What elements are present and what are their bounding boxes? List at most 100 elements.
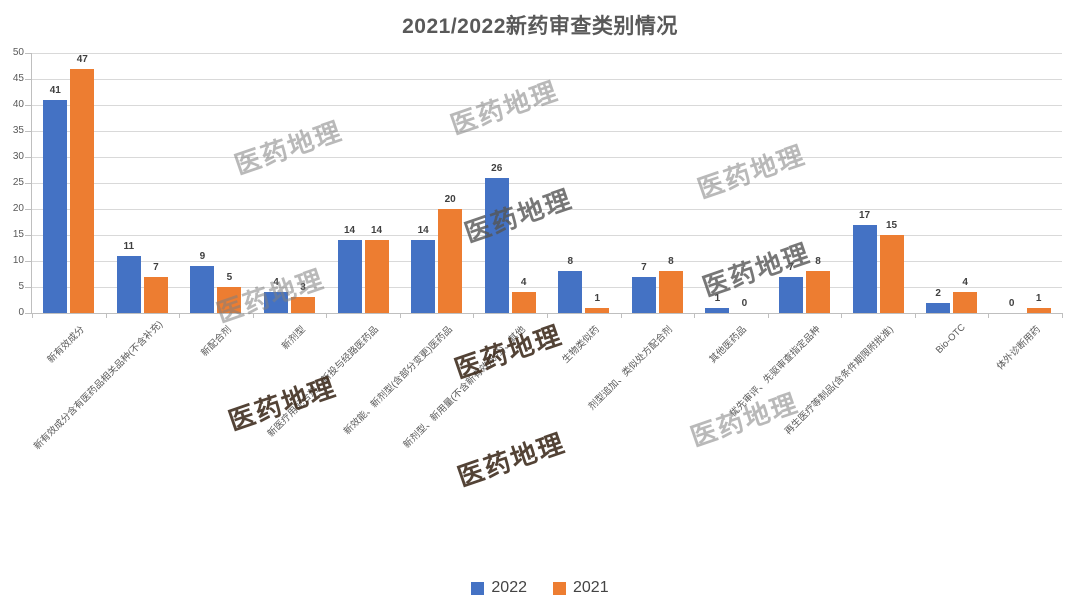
bar-2022 <box>116 255 141 313</box>
x-axis-category-label: 新剂型、新用量(不含新有效成分)、其他 <box>401 324 529 451</box>
bar-value-label: 0 <box>741 298 748 309</box>
x-axis-tick <box>326 313 327 318</box>
y-axis-label: 15 <box>12 229 24 240</box>
x-axis-tick <box>841 313 842 318</box>
y-axis-tick <box>25 313 32 314</box>
x-axis-tick <box>400 313 401 318</box>
legend-label: 2021 <box>573 579 609 596</box>
bar-2022 <box>484 177 509 313</box>
bar-value-label: 4 <box>962 277 968 289</box>
y-axis-label: 0 <box>18 307 24 318</box>
y-axis-label: 10 <box>12 255 24 266</box>
legend-item-2021: 2021 <box>553 579 609 597</box>
gridline <box>32 131 1062 132</box>
gridline <box>32 157 1062 158</box>
y-axis-tick <box>25 235 32 236</box>
x-axis-tick <box>621 313 622 318</box>
bar-2021 <box>217 287 242 313</box>
bar-2021 <box>291 297 315 313</box>
bar-2022 <box>926 302 951 313</box>
y-axis-label: 25 <box>12 177 24 188</box>
y-axis-label: 50 <box>12 47 24 58</box>
bar-2021 <box>364 240 389 313</box>
bar-value-label: 9 <box>199 251 206 263</box>
x-axis-category-label: 生物类似药 <box>560 324 602 366</box>
y-axis-tick <box>25 261 32 262</box>
bar-value-label: 7 <box>153 261 159 273</box>
chart-title: 2021/2022新药审查类别情况 <box>402 15 678 38</box>
bar-value-label: 7 <box>788 261 794 273</box>
x-axis-category-label: 体外诊断用药 <box>995 324 1044 373</box>
bar-value-label: 47 <box>76 53 88 65</box>
x-axis-tick <box>988 313 989 318</box>
gridline <box>32 79 1062 80</box>
x-axis-tick <box>253 313 254 318</box>
y-axis-tick <box>25 183 32 184</box>
bar-2021 <box>143 276 168 313</box>
bar-value-label: 3 <box>300 282 306 294</box>
bar-2022 <box>190 266 215 313</box>
bar-2021 <box>1026 307 1051 313</box>
bar-value-label: 8 <box>815 256 821 268</box>
x-axis-tick <box>915 313 916 318</box>
y-axis-tick <box>25 131 32 132</box>
bar-value-label: 4 <box>520 277 527 289</box>
bar-value-label: 1 <box>714 292 721 304</box>
x-axis-tick <box>694 313 695 318</box>
x-axis-category-label: 再生医疗等制品(含条件期限附批准) <box>782 324 896 438</box>
bar-2022 <box>337 240 362 313</box>
bar-2021 <box>70 68 95 313</box>
watermark-text: 医药地理 <box>230 115 347 181</box>
y-axis-line <box>31 53 32 314</box>
x-axis-tick <box>32 313 33 318</box>
bar-2022 <box>43 99 68 313</box>
bar-value-label: 1 <box>1035 292 1042 304</box>
gridline <box>32 235 1062 236</box>
x-axis-tick <box>106 313 107 318</box>
gridline <box>32 261 1062 262</box>
gridline <box>32 105 1062 106</box>
bar-value-label: 20 <box>444 194 456 205</box>
y-axis-label: 30 <box>12 151 24 162</box>
bar-2022 <box>411 240 436 313</box>
y-axis-label: 35 <box>12 125 24 136</box>
bar-2022 <box>779 276 803 313</box>
bar-2022 <box>558 271 583 313</box>
bar-value-label: 15 <box>886 220 898 231</box>
bar-2022 <box>705 307 730 313</box>
bar-value-label: 17 <box>859 209 871 221</box>
bar-2021 <box>879 235 904 313</box>
x-axis-category-label: 新配合剂 <box>199 324 234 359</box>
bar-2021 <box>658 271 683 313</box>
bar-value-label: 4 <box>273 277 279 289</box>
x-axis-category-label: 其他医药品 <box>707 324 749 366</box>
bar-2022 <box>631 276 656 313</box>
bar-value-label: 41 <box>49 84 61 96</box>
legend-swatch-2022 <box>471 581 485 595</box>
x-axis-tick <box>547 313 548 318</box>
y-axis-label: 5 <box>18 281 24 292</box>
bar-2021 <box>438 209 463 313</box>
x-axis-category-label: 优先审评、先驱审查指定品种 <box>727 324 823 420</box>
y-axis-label: 20 <box>12 203 24 214</box>
gridline <box>32 287 1062 288</box>
x-axis-tick <box>768 313 769 318</box>
y-axis-tick <box>25 79 32 80</box>
x-axis-tick <box>1062 313 1063 318</box>
bar-2022 <box>852 224 877 313</box>
x-axis-tick <box>473 313 474 318</box>
gridline <box>32 183 1062 184</box>
bar-value-label: 7 <box>641 261 647 273</box>
watermark-text: 医药地理 <box>460 183 577 249</box>
y-axis-label: 40 <box>12 99 24 110</box>
gridline <box>32 209 1062 210</box>
bar-value-label: 26 <box>491 162 503 174</box>
bar-value-label: 14 <box>371 225 383 237</box>
bar-2021 <box>953 292 978 313</box>
legend-swatch-2021 <box>553 581 566 595</box>
bar-2021 <box>511 292 536 313</box>
bar-value-label: 14 <box>417 225 429 237</box>
x-axis-category-label: Bio-OTC <box>933 322 968 356</box>
y-axis-tick <box>25 157 32 158</box>
